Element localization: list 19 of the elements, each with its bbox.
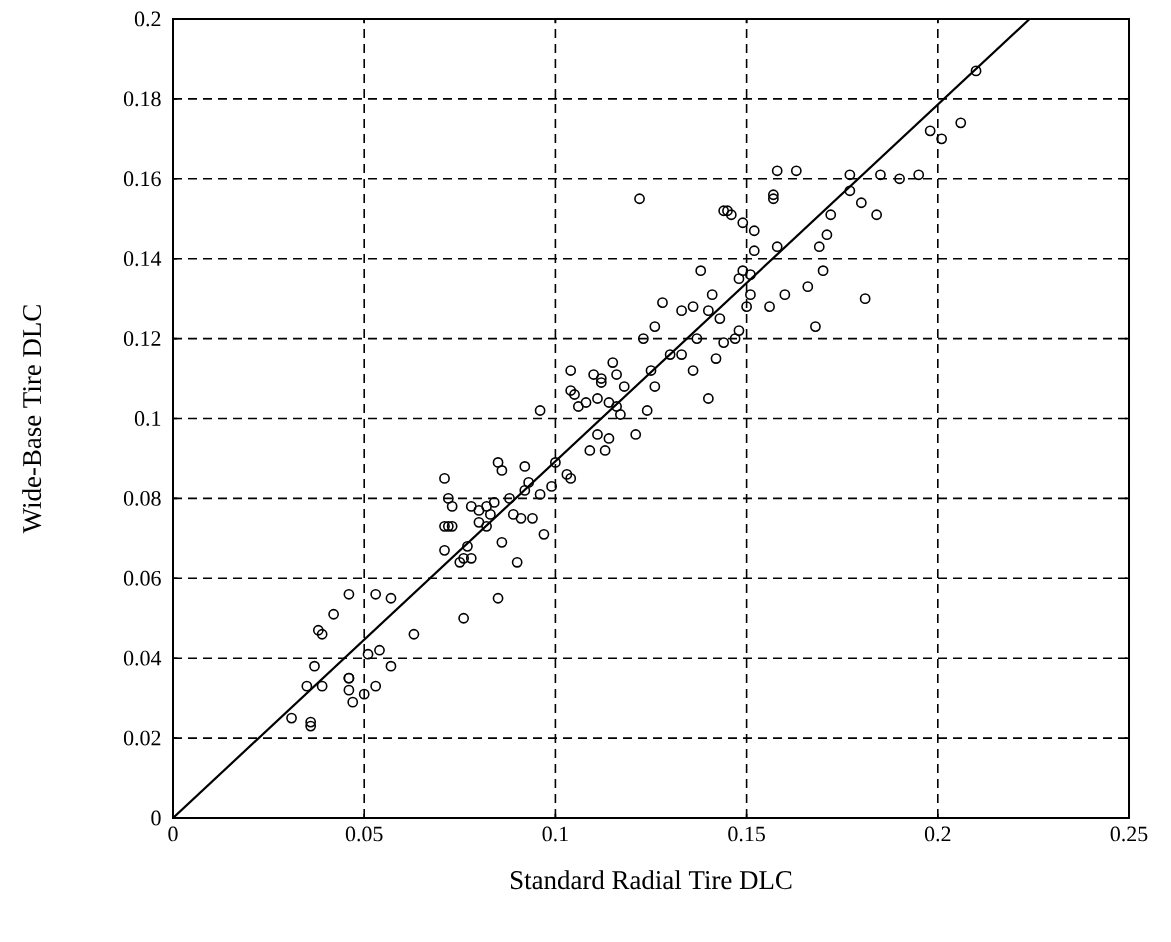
x-axis-title: Standard Radial Tire DLC <box>510 870 792 890</box>
x-tick-label: 0 <box>168 826 178 842</box>
x-tick-label: 0.15 <box>728 826 765 842</box>
y-tick-label: 0 <box>151 810 161 826</box>
x-tick-label: 0.1 <box>542 826 568 842</box>
y-tick-label: 0.04 <box>123 650 162 666</box>
y-tick-label: 0.14 <box>123 251 162 267</box>
y-tick-label: 0.1 <box>134 411 161 426</box>
y-tick-label: 0.02 <box>123 730 161 746</box>
y-tick-label: 0.12 <box>123 331 161 347</box>
y-tick-label: 0.2 <box>134 11 161 27</box>
y-tick-label: 0.18 <box>123 91 161 107</box>
x-tick-label: 0.05 <box>345 826 383 842</box>
y-tick-label: 0.16 <box>123 171 161 187</box>
y-tick-label: 0.06 <box>123 570 161 586</box>
y-tick-label: 0.08 <box>123 490 161 506</box>
x-tick-label: 0.25 <box>1110 826 1148 842</box>
x-tick-label: 0.2 <box>924 826 951 842</box>
y-axis-title: Wide-Base Tire DLC <box>22 305 42 534</box>
